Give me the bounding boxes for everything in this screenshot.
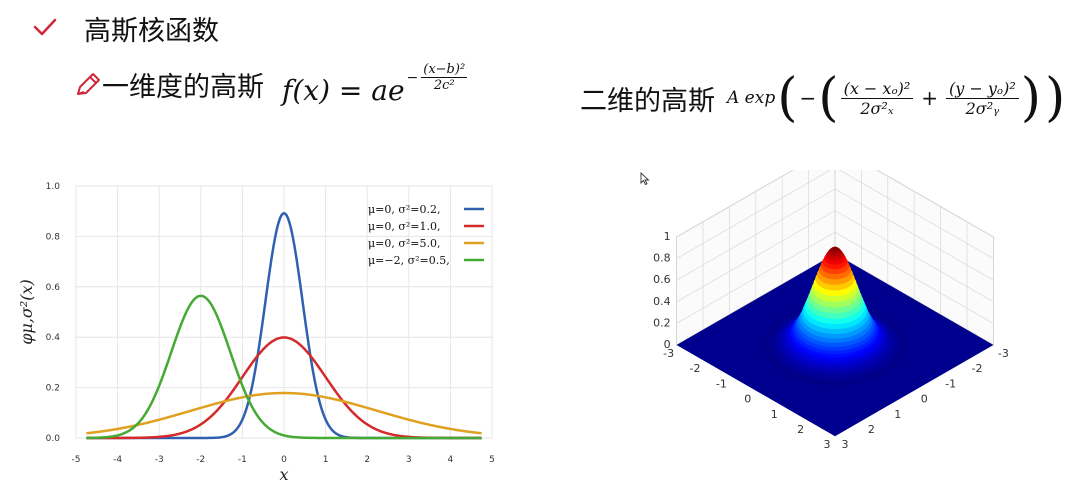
y-tick-label: 0.0 — [46, 434, 61, 444]
z-tick-label: 0.4 — [653, 295, 671, 308]
y-tick-label: 0.8 — [46, 232, 61, 242]
x-tick-label: -1 — [716, 377, 727, 390]
y-tick-label: 3 — [842, 438, 849, 451]
z-tick-label: 0.6 — [653, 273, 671, 286]
x-tick-label: 3 — [824, 438, 831, 451]
x-tick-label: 2 — [797, 423, 804, 436]
legend-label: μ=−2, σ²=0.5, — [368, 254, 450, 267]
y-tick-label: -3 — [998, 347, 1009, 360]
z-tick-label: 1 — [664, 230, 671, 243]
x-tick-label: -2 — [196, 455, 205, 465]
x-tick-label: 0 — [744, 393, 751, 406]
gaussian-2d-surface: 0 0.2 0.4 0.6 0.8 1 -3 -2 -1 0 1 2 3 -3 -2 -1 0 1 2 3 — [653, 170, 1009, 451]
y-tick-label: -1 — [945, 377, 956, 390]
y-tick-label: 1 — [894, 408, 901, 421]
series-line-3 — [86, 294, 482, 440]
x-tick-label: 1 — [323, 455, 329, 465]
one-d-gaussian-row: 一维度的高斯 f(x) = ae − (x−b)² 2c² — [72, 62, 468, 107]
y-tick-label: 1.0 — [46, 182, 61, 192]
y-tick-label: 2 — [868, 423, 875, 436]
x-tick-label: 3 — [406, 455, 412, 465]
x-axis-label: x — [279, 465, 288, 484]
mouse-cursor-icon — [640, 172, 650, 186]
y-axis-label: φμ,σ²(x) — [17, 279, 36, 345]
y-tick-label: 0 — [921, 393, 928, 406]
wall-gridline — [676, 170, 994, 238]
y-tick-label: 0.2 — [46, 384, 60, 394]
surface-ring — [833, 247, 837, 250]
checkmark-icon — [33, 18, 57, 36]
x-tick-label: 2 — [364, 455, 370, 465]
one-d-label: 一维度的高斯 — [102, 72, 264, 103]
x-tick-label: -1 — [238, 455, 247, 465]
wall-gridline — [676, 188, 994, 281]
x-tick-label: -5 — [72, 455, 81, 465]
y-tick-label: 0.6 — [46, 283, 61, 293]
x-tick-label: -3 — [155, 455, 164, 465]
wall-gridline — [676, 231, 994, 324]
y-tick-label: -2 — [972, 362, 983, 375]
legend-label: μ=0, σ²=1.0, — [368, 220, 440, 233]
wall-gridline — [676, 170, 994, 259]
wall-gridline — [676, 210, 994, 303]
z-tick-label: 0.8 — [653, 252, 671, 265]
two-d-label: 二维的高斯 — [580, 85, 715, 117]
legend-label: μ=0, σ²=5.0, — [368, 237, 440, 250]
x-tick-label: 0 — [281, 455, 287, 465]
x-tick-label: 5 — [489, 455, 495, 465]
z-tick-label: 0.2 — [653, 316, 671, 329]
one-d-formula: f(x) = ae − (x−b)² 2c² — [282, 62, 468, 107]
x-tick-label: 1 — [771, 408, 778, 421]
x-tick-label: -3 — [663, 347, 674, 360]
gaussian-1d-chart: -5 -4 -3 -2 -1 0 1 2 3 4 5 0.0 0.2 0.4 0.6 0.8 1.0 x φμ,σ²… — [16, 168, 516, 484]
x-tick-label: -4 — [113, 455, 122, 465]
series-line-2 — [86, 391, 482, 435]
x-tick-label: -2 — [690, 362, 701, 375]
two-d-gaussian-row: 二维的高斯 A exp ( − ( (x − xₒ)² 2σ²ₓ + (y − … — [580, 72, 1067, 124]
section-header: 高斯核函数 — [32, 8, 219, 48]
y-tick-label: 0.4 — [46, 333, 61, 343]
z-tick-label: 0 — [664, 338, 671, 351]
section-title: 高斯核函数 — [84, 15, 219, 47]
x-tick-label: 4 — [448, 455, 454, 465]
legend-label: μ=0, σ²=0.2, — [368, 203, 440, 216]
two-d-formula: A exp ( − ( (x − xₒ)² 2σ²ₓ + (y − yₒ)² 2… — [727, 68, 1066, 128]
pencil-icon — [77, 72, 100, 95]
